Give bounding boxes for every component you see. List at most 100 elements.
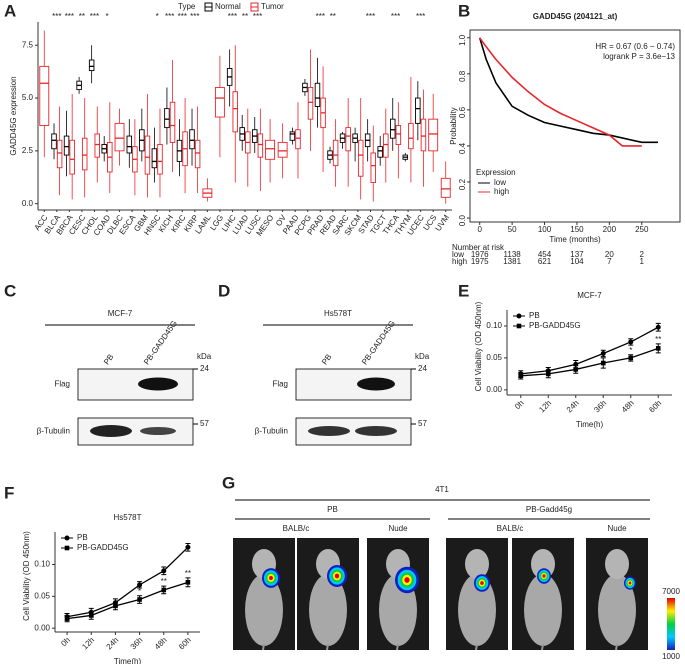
strain-label: BALB/c — [497, 524, 524, 533]
y-tick-label: 0.2 — [458, 178, 467, 190]
signal — [480, 581, 484, 585]
box — [81, 137, 88, 171]
marker — [655, 346, 661, 351]
risk-row-label: low — [452, 250, 464, 259]
box — [126, 135, 133, 154]
risk-title: Number at risk — [452, 243, 505, 252]
y-axis-label: GADD45G expression — [9, 76, 18, 155]
group-label: PB-Gadd45g — [526, 505, 572, 514]
x-tick-label: 50 — [508, 225, 517, 234]
marker — [516, 313, 522, 319]
box — [63, 135, 70, 156]
mouse-head — [465, 549, 489, 579]
mouse-body — [309, 574, 347, 646]
box — [114, 122, 125, 152]
plot-frame — [469, 29, 681, 223]
box — [395, 125, 402, 145]
blot-row-label: Flag — [54, 380, 70, 389]
legend-label: PB — [77, 533, 88, 542]
significance: ** — [185, 569, 191, 578]
blot-band — [90, 425, 132, 437]
y-tick-label: 2.5 — [22, 146, 34, 155]
signal — [542, 574, 546, 578]
box — [157, 144, 163, 175]
box — [307, 87, 314, 120]
box — [94, 133, 101, 158]
risk-value: 1381 — [503, 257, 521, 266]
y-tick-label: 5.0 — [22, 93, 34, 102]
annotation: HR = 0.67 (0.6 − 0.74) — [595, 42, 675, 51]
colorbar — [667, 598, 675, 650]
x-tick-label: UVM — [434, 213, 452, 233]
x-tick-label: 0h — [59, 636, 72, 649]
box — [314, 82, 321, 107]
x-axis-label: Time(h) — [576, 420, 604, 429]
y-axis-label: Probability — [449, 107, 458, 144]
survival-curve — [479, 37, 642, 147]
significance: *** — [165, 12, 174, 21]
risk-value: 454 — [538, 250, 552, 259]
legend-label: Tumor — [261, 2, 284, 11]
x-axis-label: Time (months) — [549, 235, 601, 244]
legend-title: Expression — [476, 168, 516, 177]
x-tick-label: 48h — [153, 636, 169, 652]
chart-title: GADD45G (204121_at) — [533, 12, 618, 21]
series-line — [66, 546, 189, 618]
lane-label: PB-GADD45G — [142, 319, 179, 366]
y-axis-label: Cell Viability (OD 450nm) — [22, 531, 31, 621]
blot-title: Hs578T — [324, 309, 352, 318]
imaging-title: 4T1 — [435, 485, 449, 494]
box — [164, 108, 170, 129]
legend-label: high — [494, 187, 509, 196]
x-tick-label: 48h — [620, 399, 636, 415]
box — [345, 127, 351, 152]
y-tick-label: 0.05 — [486, 353, 502, 362]
mouse-tail — [475, 643, 478, 651]
box — [408, 122, 414, 150]
significance: *** — [178, 12, 187, 21]
y-tick-label: 0.0 — [22, 199, 34, 208]
x-tick-label: 60h — [647, 399, 663, 415]
legend-label: Normal — [215, 2, 241, 11]
marker — [655, 324, 661, 330]
significance: *** — [90, 12, 99, 21]
risk-value: 1138 — [504, 250, 522, 259]
mouse-body — [245, 574, 283, 646]
blot-band — [140, 427, 176, 435]
box — [189, 129, 195, 150]
significance: ** — [79, 12, 85, 21]
kda-marker: 57 — [418, 419, 427, 428]
box — [169, 101, 176, 143]
risk-value: 2 — [640, 250, 645, 259]
marker — [628, 355, 634, 361]
box — [69, 139, 75, 175]
box — [257, 133, 264, 158]
mouse-tail — [262, 643, 265, 651]
risk-value: 104 — [570, 257, 584, 266]
marker — [600, 350, 606, 356]
significance: *** — [65, 12, 74, 21]
strain-label: BALB/c — [283, 524, 310, 533]
box — [56, 139, 63, 169]
legend-label: PB-GADD45G — [77, 543, 129, 552]
marker — [573, 367, 579, 372]
marker — [64, 535, 70, 541]
marker — [64, 545, 70, 551]
signal — [628, 581, 632, 585]
box — [295, 129, 301, 150]
blot-row-label: Flag — [272, 380, 288, 389]
box — [420, 118, 427, 152]
significance: ** — [655, 335, 661, 344]
significance: *** — [316, 12, 325, 21]
panel-letter: B — [458, 1, 470, 20]
series-line — [520, 347, 659, 377]
chart-title: Hs578T — [113, 513, 141, 522]
significance: * — [629, 346, 632, 355]
panel-letter: G — [222, 473, 235, 492]
y-tick-label: 0.4 — [458, 142, 467, 154]
series-line — [66, 581, 189, 620]
significance: ** — [242, 12, 248, 21]
signal — [404, 577, 410, 583]
marker — [600, 360, 606, 366]
box — [370, 152, 377, 183]
